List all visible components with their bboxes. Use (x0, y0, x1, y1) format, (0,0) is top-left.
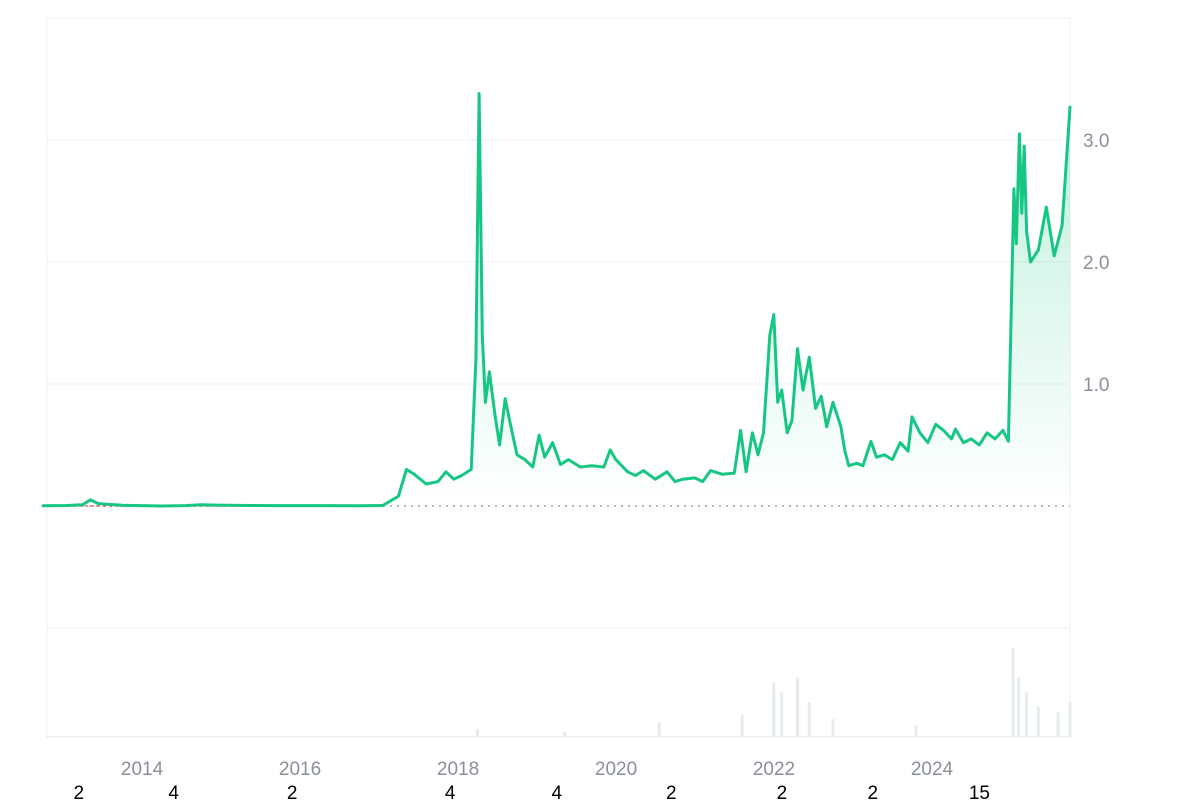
volume-bar (795, 677, 799, 737)
annotation-layer: 2 4 2 4 4 2 2 2 15 (74, 783, 990, 800)
x-tick-label: 2024 (911, 759, 954, 780)
series-area (43, 93, 1071, 506)
volume-bar (740, 715, 744, 737)
volume-bar (562, 732, 566, 737)
y-tick-label: 3.0 (1083, 131, 1109, 152)
volume-bar (1017, 677, 1021, 737)
volume-bar (1036, 707, 1040, 737)
y-tick-label: 1.0 (1083, 375, 1109, 396)
bottom-annotation-label: 2 (867, 783, 878, 800)
bottom-annotation-label: 2 (777, 783, 788, 800)
axis-layer: 1.0 2.0 3.0 2014 2016 2018 2020 2022 2024 (121, 131, 1110, 780)
grid-layer (46, 17, 1071, 738)
volume-bar (1025, 692, 1029, 737)
volume-bar (914, 725, 918, 737)
volume-layer (476, 647, 1072, 737)
area-layer (43, 93, 1071, 506)
bottom-annotation-label: 4 (445, 783, 456, 800)
volume-bar (1068, 702, 1072, 737)
x-tick-label: 2018 (437, 759, 479, 780)
bottom-annotation-label: 4 (168, 783, 179, 800)
volume-bar (831, 719, 835, 737)
volume-bar (807, 702, 811, 737)
x-tick-label: 2014 (121, 759, 164, 780)
volume-bar (657, 722, 661, 737)
volume-bar (1056, 712, 1060, 737)
bottom-annotation-label: 2 (287, 783, 298, 800)
bottom-annotation-label: 15 (969, 783, 990, 800)
series-line (41, 92, 1072, 508)
x-tick-label: 2022 (753, 759, 795, 780)
y-tick-label: 2.0 (1083, 253, 1109, 274)
bottom-annotation-label: 4 (551, 783, 562, 800)
x-tick-label: 2016 (279, 759, 321, 780)
line-layer (41, 92, 1072, 508)
volume-bar (780, 692, 784, 737)
bottom-annotation-label: 2 (666, 783, 677, 800)
volume-bar (1011, 647, 1015, 737)
volume-bar (772, 682, 776, 737)
volume-bar (476, 729, 480, 737)
x-tick-label: 2020 (595, 759, 637, 780)
bottom-annotation-label: 2 (74, 783, 85, 800)
